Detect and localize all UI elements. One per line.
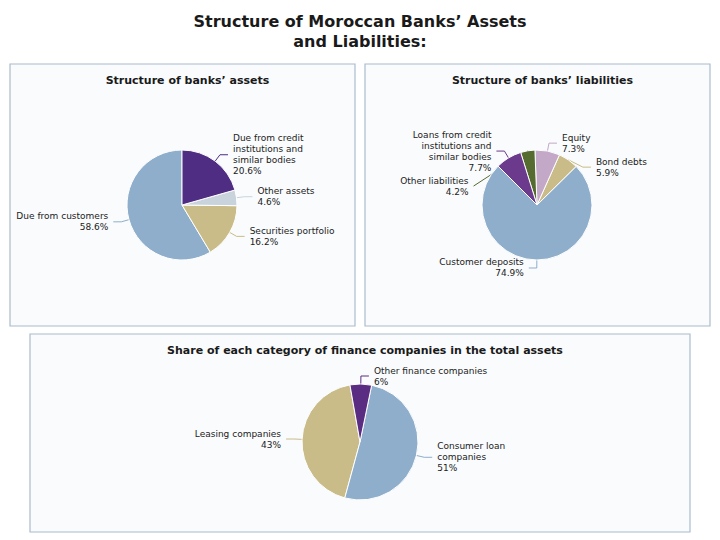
svg-text:58.6%: 58.6%: [80, 222, 109, 232]
svg-text:51%: 51%: [437, 463, 457, 473]
svg-text:similar bodies: similar bodies: [233, 155, 296, 165]
svg-text:and Liabilities:: and Liabilities:: [293, 32, 427, 51]
svg-text:Share of each category of fina: Share of each category of finance compan…: [167, 344, 563, 357]
svg-text:4.2%: 4.2%: [446, 187, 469, 197]
svg-text:institutions and: institutions and: [233, 144, 303, 154]
svg-text:Other liabilities: Other liabilities: [400, 176, 469, 186]
svg-text:Customer deposits: Customer deposits: [439, 257, 524, 267]
svg-text:20.6%: 20.6%: [233, 166, 262, 176]
svg-text:Structure of Moroccan Banks’ A: Structure of Moroccan Banks’ Assets: [194, 12, 527, 31]
svg-text:Other finance companies: Other finance companies: [374, 366, 488, 376]
svg-text:Other assets: Other assets: [257, 186, 314, 196]
svg-text:institutions and: institutions and: [422, 141, 492, 151]
svg-text:43%: 43%: [261, 440, 281, 450]
svg-text:5.9%: 5.9%: [596, 168, 619, 178]
svg-text:7.7%: 7.7%: [469, 163, 492, 173]
svg-text:Loans from credit: Loans from credit: [413, 130, 492, 140]
svg-text:Due from customers: Due from customers: [16, 211, 108, 221]
svg-text:Structure of banks’ liabilitie: Structure of banks’ liabilities: [452, 74, 634, 87]
svg-text:similar bodies: similar bodies: [429, 152, 492, 162]
svg-text:Leasing companies: Leasing companies: [195, 429, 282, 439]
svg-text:Securities portfolio: Securities portfolio: [250, 226, 335, 236]
svg-text:6%: 6%: [374, 377, 389, 387]
svg-text:Bond debts: Bond debts: [596, 157, 647, 167]
svg-text:Structure of banks’ assets: Structure of banks’ assets: [106, 74, 270, 87]
svg-text:Consumer loan: Consumer loan: [437, 441, 505, 451]
svg-text:7.3%: 7.3%: [562, 144, 585, 154]
svg-text:Due from credit: Due from credit: [233, 133, 304, 143]
svg-text:74.9%: 74.9%: [495, 268, 524, 278]
svg-text:16.2%: 16.2%: [250, 237, 279, 247]
svg-text:Equity: Equity: [562, 133, 591, 143]
svg-text:4.6%: 4.6%: [257, 197, 280, 207]
svg-text:companies: companies: [437, 452, 486, 462]
